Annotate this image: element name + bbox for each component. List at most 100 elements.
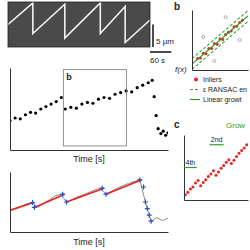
series-line [192,21,248,69]
point [141,185,146,190]
inset-box [63,70,126,146]
point [225,161,228,164]
point [159,132,162,135]
point [194,182,197,185]
x-axis-line [11,150,169,151]
point [86,101,89,104]
legend: Inliers ε RANSAC en Linear growt [190,76,247,104]
legend-label: Linear growt [203,96,242,104]
y-axis-line [10,69,11,151]
point [209,173,212,176]
point [39,107,42,110]
point [235,155,238,158]
annotation-bracket [210,144,224,145]
point [147,213,152,218]
point [137,177,142,182]
point [157,127,160,130]
point [103,192,108,197]
point [24,113,27,116]
y-axis-line [10,173,11,233]
x-axis-title: Time [s] [73,154,105,164]
point [166,131,168,134]
point [108,97,111,100]
point [97,98,100,101]
point [49,102,52,105]
y-axis-line [192,11,193,71]
series-line [8,3,150,43]
point [224,16,227,19]
point [14,116,17,119]
scale-bar-label: 60 s [150,56,165,65]
kymograph-frame [8,2,150,47]
annotation: 4th [186,159,196,166]
point [44,105,47,108]
point [207,175,210,178]
point [240,149,243,152]
plot-area [8,2,150,47]
point [230,162,233,165]
point [213,60,216,63]
x-axis [185,200,249,201]
point [64,107,67,110]
point [147,81,150,84]
point [191,186,194,189]
scale-bar-label: 5 µm [156,37,174,46]
title: Grow [226,121,245,130]
chart-3: bf(x)Inliersε RANSAC enLinear growt [174,1,249,104]
y-axis [10,69,11,151]
plot-area [192,11,248,70]
point [204,178,207,181]
annotation: 2nd [211,136,223,143]
point [155,114,158,117]
point [215,174,218,177]
point [220,167,223,170]
legend-label: Inliers [203,76,222,83]
point [30,200,35,205]
point [227,158,230,161]
point [238,152,241,155]
point [232,159,235,162]
x-axis [11,150,169,151]
x-axis-title: Time [s] [73,237,105,247]
scale-bar [152,25,154,48]
point [136,86,139,89]
y-axis [192,11,193,71]
point [55,100,58,103]
x-axis [11,232,169,233]
series-line [10,180,168,221]
series-line [192,16,248,64]
point [202,181,205,184]
series-line [192,11,248,59]
point [245,143,248,146]
point [60,96,63,99]
x-axis-line [193,70,249,71]
point [32,205,37,210]
figure: 5 µm60 sbTime [s]Time [s]bf(x)Inliersε R… [0,0,250,250]
scale-bar [150,51,171,53]
point [60,192,65,197]
point [100,186,105,191]
point [164,134,167,137]
point [202,36,205,39]
point [80,102,83,105]
point [222,164,225,167]
point [102,96,105,99]
plot-area [10,79,168,137]
point [217,171,220,174]
legend-swatch [194,78,198,82]
point [212,169,215,172]
point [141,84,144,87]
legend-swatch [190,89,200,90]
legend-label: ε RANSAC en [203,86,247,93]
point [151,79,154,82]
point [153,95,156,98]
point [91,102,94,105]
x-axis-line [185,200,249,201]
point [186,191,189,194]
legend-swatch [190,99,200,100]
series-line [10,180,142,211]
y-axis [10,173,11,233]
point [75,107,78,110]
x-axis-line [11,232,169,233]
point [149,219,154,224]
